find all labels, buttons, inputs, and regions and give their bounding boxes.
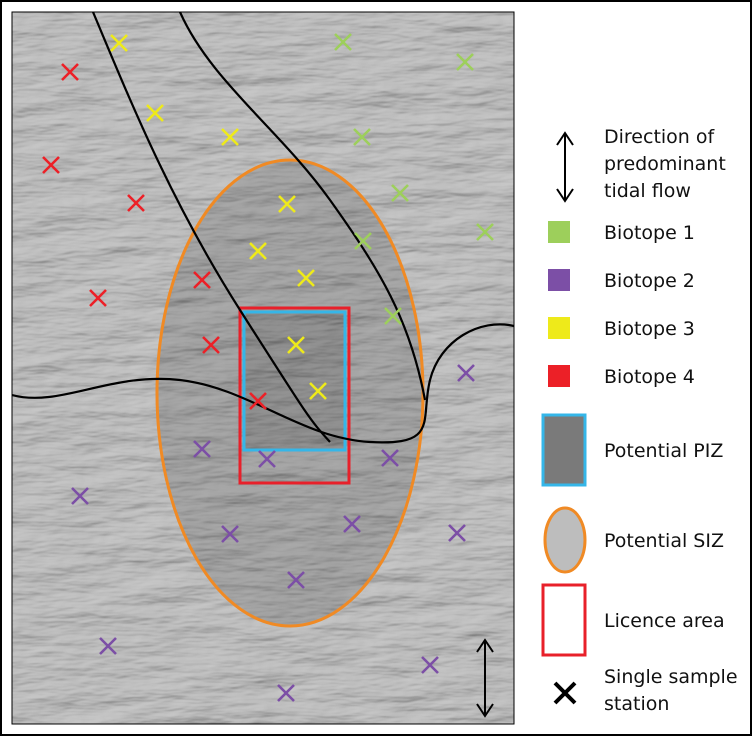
legend-label: Potential PIZ [604,440,723,462]
legend-label: Biotope 4 [604,366,695,388]
legend-swatch [548,317,570,339]
piz-zone [244,312,345,450]
legend-label: Single sample [604,666,738,688]
legend-label: Potential SIZ [604,530,724,552]
legend-label: predominant [604,153,726,175]
legend-label: Biotope 1 [604,222,695,244]
legend-swatch [548,365,570,387]
legend-swatch [548,221,570,243]
map [12,12,514,724]
legend-label: Licence area [604,610,725,632]
legend-label: Biotope 3 [604,318,695,340]
legend-swatch [548,269,570,291]
legend-label: Biotope 2 [604,270,695,292]
legend-siz-icon [545,508,585,572]
legend-label: Direction of [604,126,715,148]
legend-licence-icon [543,585,585,655]
figure: Direction of predominant tidal flow Biot… [0,0,752,736]
legend-piz-icon [543,415,585,485]
legend-label: station [604,693,669,715]
legend-label: tidal flow [604,180,691,202]
page: {"legend": { "flow": {"lines": ["Directi… [0,0,752,736]
